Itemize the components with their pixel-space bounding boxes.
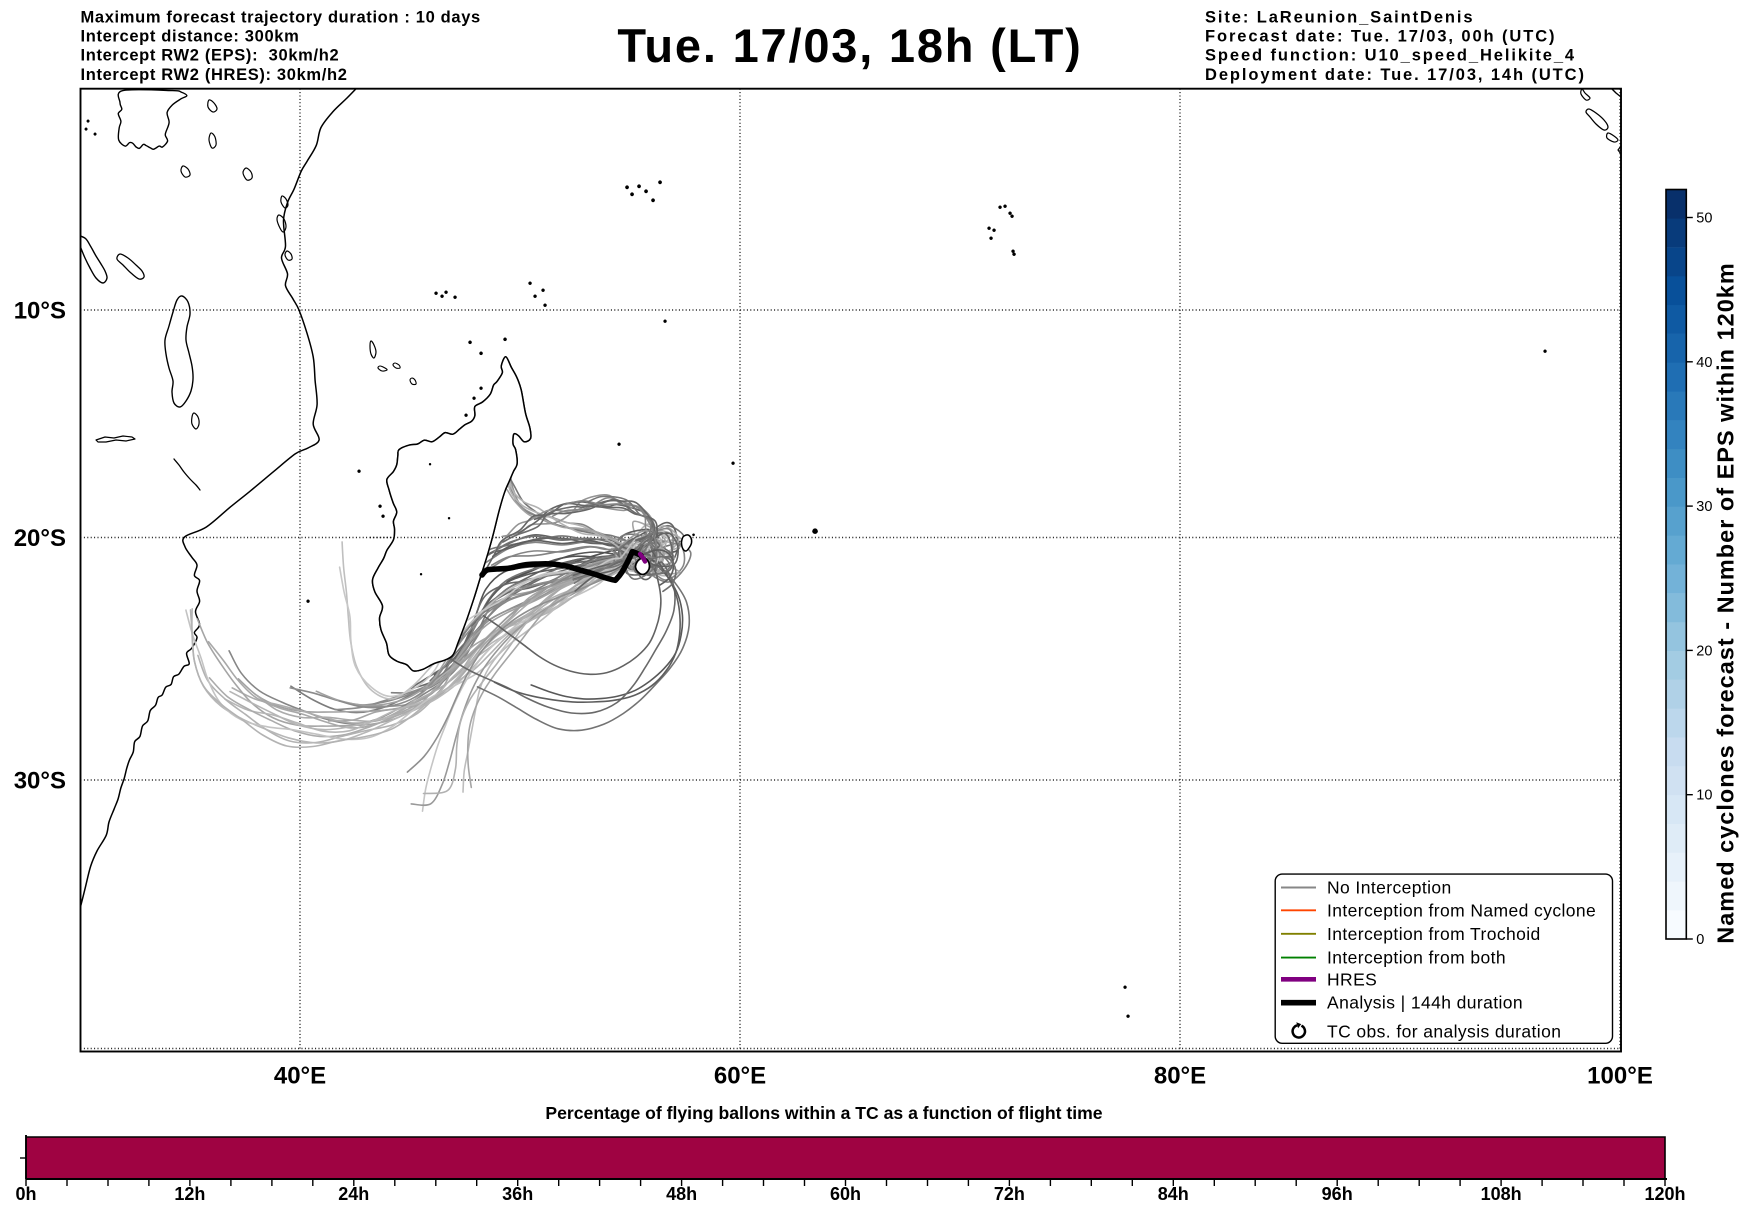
svg-text:40°E: 40°E xyxy=(274,1063,326,1090)
svg-text:108h: 108h xyxy=(1481,1184,1522,1204)
svg-text:Interception from Named cyclon: Interception from Named cyclone xyxy=(1327,900,1596,920)
svg-text:Deployment date: Tue. 17/03, 1: Deployment date: Tue. 17/03, 14h (UTC) xyxy=(1205,66,1586,84)
svg-text:96h: 96h xyxy=(1322,1184,1353,1204)
svg-text:60°E: 60°E xyxy=(714,1063,766,1090)
svg-text:0: 0 xyxy=(1696,932,1704,948)
svg-text:60h: 60h xyxy=(830,1184,861,1204)
svg-text:Intercept RW2 (EPS): 30km/h2: Intercept RW2 (EPS): 30km/h2 xyxy=(81,47,340,65)
svg-text:Named cyclones forecast - Numb: Named cyclones forecast - Number of EPS … xyxy=(1713,262,1739,943)
svg-text:72h: 72h xyxy=(994,1184,1025,1204)
svg-text:120h: 120h xyxy=(1644,1184,1685,1204)
svg-text:Intercept RW2 (HRES): 30km/h2: Intercept RW2 (HRES): 30km/h2 xyxy=(81,66,348,84)
svg-text:20°S: 20°S xyxy=(14,525,66,552)
svg-text:Analysis | 144h duration: Analysis | 144h duration xyxy=(1327,993,1523,1013)
svg-text:12h: 12h xyxy=(174,1184,205,1204)
svg-text:50: 50 xyxy=(1696,211,1712,227)
svg-text:36h: 36h xyxy=(502,1184,533,1204)
svg-text:30: 30 xyxy=(1696,499,1712,515)
svg-text:Percentage of flying ballons w: Percentage of flying ballons within a TC… xyxy=(545,1103,1102,1123)
svg-text:HRES: HRES xyxy=(1327,969,1377,989)
svg-text:24h: 24h xyxy=(338,1184,369,1204)
svg-text:40: 40 xyxy=(1696,355,1712,371)
svg-text:80°E: 80°E xyxy=(1154,1063,1206,1090)
svg-text:Speed function: U10_speed_Heli: Speed function: U10_speed_Helikite_4 xyxy=(1205,47,1576,65)
svg-text:Tue. 17/03, 18h (LT): Tue. 17/03, 18h (LT) xyxy=(617,19,1082,72)
svg-text:Site: LaReunion_SaintDenis: Site: LaReunion_SaintDenis xyxy=(1205,8,1474,26)
svg-text:Forecast date: Tue. 17/03, 00h: Forecast date: Tue. 17/03, 00h (UTC) xyxy=(1205,28,1556,46)
svg-text:10: 10 xyxy=(1696,788,1712,804)
svg-text:Intercept distance: 300km: Intercept distance: 300km xyxy=(81,28,300,46)
svg-text:0h: 0h xyxy=(15,1184,36,1204)
svg-text:100°E: 100°E xyxy=(1587,1063,1653,1090)
svg-text:10°S: 10°S xyxy=(14,298,66,325)
svg-text:Interception from both: Interception from both xyxy=(1327,948,1506,968)
svg-text:84h: 84h xyxy=(1158,1184,1189,1204)
svg-text:No Interception: No Interception xyxy=(1327,878,1452,898)
svg-text:TC obs. for analysis duration: TC obs. for analysis duration xyxy=(1327,1021,1561,1041)
svg-text:20: 20 xyxy=(1696,643,1712,659)
svg-text:48h: 48h xyxy=(666,1184,697,1204)
svg-text:30°S: 30°S xyxy=(14,768,66,795)
svg-text:Interception from Trochoid: Interception from Trochoid xyxy=(1327,924,1541,944)
svg-text:Maximum forecast trajectory du: Maximum forecast trajectory duration : 1… xyxy=(81,8,481,26)
